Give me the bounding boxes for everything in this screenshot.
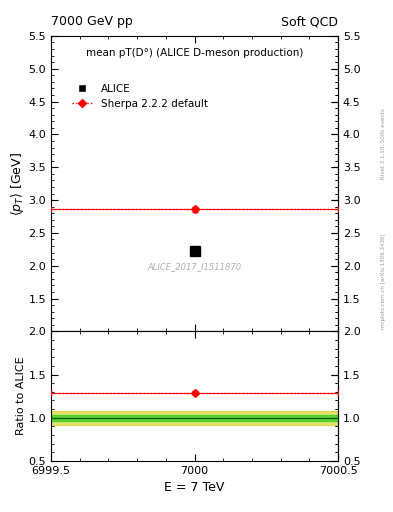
Text: 7000 GeV pp: 7000 GeV pp: [51, 15, 133, 28]
Bar: [51, 411, 338, 424]
Text: ALICE_2017_I1511870: ALICE_2017_I1511870: [147, 262, 242, 271]
Text: Soft QCD: Soft QCD: [281, 15, 338, 28]
Bar: [51, 415, 338, 421]
Y-axis label: Ratio to ALICE: Ratio to ALICE: [16, 357, 26, 435]
X-axis label: E = 7 TeV: E = 7 TeV: [164, 481, 225, 494]
Y-axis label: $\langle p_T \rangle$ [GeV]: $\langle p_T \rangle$ [GeV]: [9, 152, 26, 216]
Text: mean pT(D°) (ALICE D-meson production): mean pT(D°) (ALICE D-meson production): [86, 48, 303, 58]
Text: Rivet 3.1.10, 500k events: Rivet 3.1.10, 500k events: [381, 108, 386, 179]
Legend: ALICE, Sherpa 2.2.2 default: ALICE, Sherpa 2.2.2 default: [68, 79, 212, 113]
Text: mcplots.cern.ch [arXiv:1306.3436]: mcplots.cern.ch [arXiv:1306.3436]: [381, 234, 386, 329]
